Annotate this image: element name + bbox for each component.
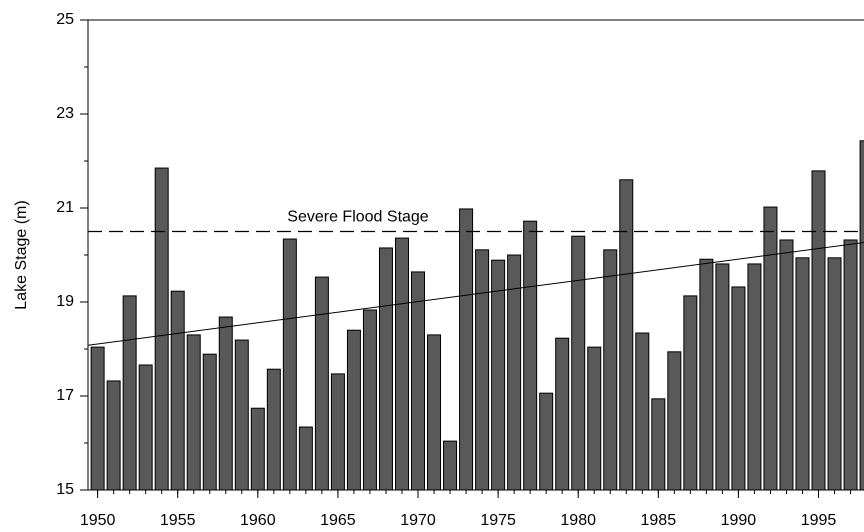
bar [507, 254, 522, 491]
y-tick-label: 21 [56, 199, 74, 216]
bar [651, 398, 666, 491]
bar [587, 346, 602, 491]
bar [138, 364, 153, 491]
bar [475, 249, 490, 491]
bar [491, 259, 506, 491]
bar [106, 380, 121, 491]
bar [427, 334, 442, 491]
y-tick-label: 15 [56, 481, 74, 498]
x-tick-label: 1975 [480, 512, 516, 529]
bar [571, 235, 586, 491]
y-axis-label: Lake Stage (m) [13, 200, 30, 309]
bar [699, 258, 714, 491]
bar [443, 440, 458, 491]
bar [683, 295, 698, 491]
x-tick-label: 1955 [160, 512, 196, 529]
bar [282, 238, 297, 491]
bar [154, 167, 169, 491]
x-tick-label: 1960 [240, 512, 276, 529]
bar [122, 295, 137, 491]
bar [811, 170, 826, 491]
y-tick-label: 17 [56, 387, 74, 404]
bar [795, 257, 810, 491]
bar [747, 263, 762, 491]
x-tick-label: 1985 [641, 512, 677, 529]
bar [715, 263, 730, 491]
y-tick-label: 23 [56, 105, 74, 122]
bar [314, 276, 329, 491]
flood-stage-label: Severe Flood Stage [287, 209, 429, 226]
bar [859, 140, 864, 491]
bar [763, 206, 778, 491]
bar [555, 337, 570, 491]
bar [234, 339, 249, 491]
bar [90, 346, 105, 491]
bar [619, 179, 634, 491]
y-tick-label: 25 [56, 11, 74, 28]
bar [266, 368, 281, 491]
bar [346, 329, 361, 491]
bar [202, 353, 217, 491]
bar [843, 239, 858, 491]
bar [362, 309, 377, 491]
bar [411, 271, 426, 491]
bar [779, 239, 794, 491]
bar [635, 332, 650, 491]
bar [667, 351, 682, 491]
x-tick-label: 1995 [801, 512, 837, 529]
bar [827, 257, 842, 491]
x-tick-label: 1980 [560, 512, 596, 529]
x-tick-label: 1990 [721, 512, 757, 529]
x-tick-label: 1970 [400, 512, 436, 529]
bar [731, 286, 746, 491]
bar [170, 290, 185, 491]
bar [218, 316, 233, 491]
trend-line [87, 242, 864, 346]
bar [394, 237, 409, 491]
x-tick-label: 1950 [80, 512, 116, 529]
bar [459, 208, 474, 491]
bar [298, 426, 313, 491]
bar [539, 392, 554, 491]
bar [523, 220, 538, 491]
bar [186, 334, 201, 491]
bar [330, 373, 345, 491]
bar [250, 407, 265, 491]
y-tick-label: 19 [56, 293, 74, 310]
bar [603, 249, 618, 491]
bar [378, 247, 393, 491]
x-tick-label: 1965 [320, 512, 356, 529]
